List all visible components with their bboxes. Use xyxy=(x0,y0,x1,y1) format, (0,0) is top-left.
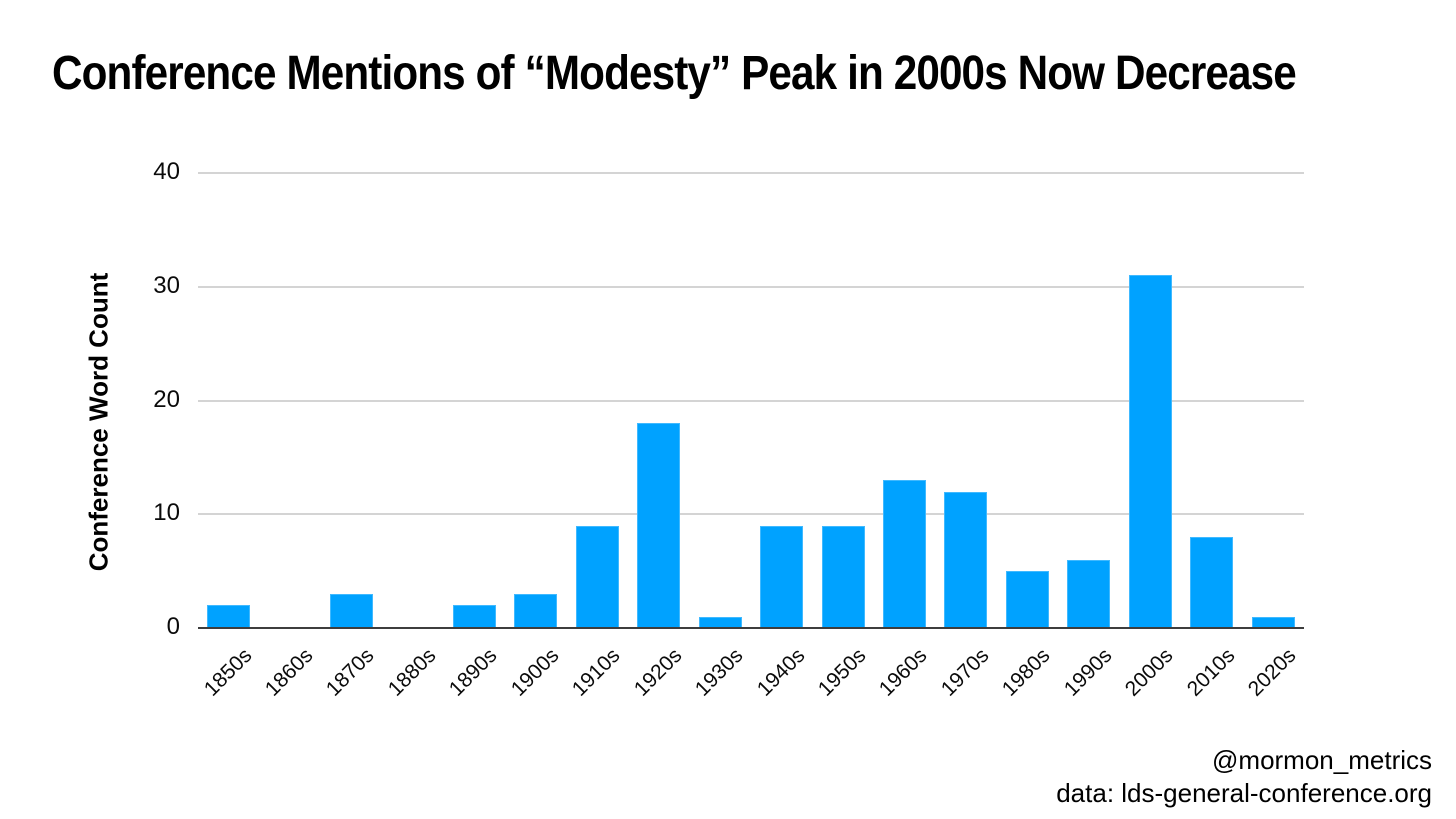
x-tick-label: 2010s xyxy=(1182,644,1240,701)
x-tick-label: 1940s xyxy=(752,644,809,701)
x-tick-label: 1930s xyxy=(690,644,748,701)
x-tick-label: 2000s xyxy=(1120,644,1178,701)
x-tick-label: 2020s xyxy=(1243,644,1301,701)
gridline xyxy=(198,172,1304,174)
bar-slot xyxy=(1242,173,1303,628)
bar-2020s xyxy=(1251,616,1295,628)
credit-source: data: lds-general-conference.org xyxy=(1056,778,1432,808)
x-tick-label: 1980s xyxy=(998,644,1055,701)
y-tick-label: 20 xyxy=(153,385,180,413)
bar-slot xyxy=(935,173,996,628)
bar-1920s xyxy=(637,423,681,628)
bar-2010s xyxy=(1190,537,1234,628)
x-tick-label: 1960s xyxy=(875,644,932,701)
bar-slot xyxy=(690,173,751,628)
bar-slot xyxy=(1120,173,1181,628)
bar-slot xyxy=(1181,173,1242,628)
x-tick-label: 1990s xyxy=(1059,644,1117,701)
bar-1960s xyxy=(883,480,927,628)
bar-slot xyxy=(259,173,320,628)
bar-1940s xyxy=(760,525,804,628)
bar-slot xyxy=(1058,173,1119,628)
x-tick-label: 1860s xyxy=(260,644,318,701)
bar-1990s xyxy=(1067,559,1111,628)
bar-1850s xyxy=(207,605,251,628)
plot-area xyxy=(198,172,1304,629)
bar-slot xyxy=(751,173,812,628)
y-tick-label: 30 xyxy=(153,271,180,299)
x-tick-label: 1880s xyxy=(383,644,441,701)
bar-series xyxy=(198,173,1304,628)
y-tick-label: 40 xyxy=(153,157,180,185)
bar-1890s xyxy=(452,605,496,628)
x-tick-label: 1850s xyxy=(199,644,256,701)
x-tick-label: 1970s xyxy=(936,644,994,701)
bar-1900s xyxy=(514,593,558,628)
bar-slot xyxy=(198,173,259,628)
bar-1950s xyxy=(821,525,865,628)
bar-1970s xyxy=(944,491,988,628)
bar-slot xyxy=(382,173,443,628)
attribution: @mormon_metrics data: lds-general-confer… xyxy=(1056,744,1432,810)
bar-1910s xyxy=(575,525,619,628)
gridline xyxy=(198,285,1304,288)
x-axis-baseline xyxy=(198,627,1304,629)
x-tick-label: 1920s xyxy=(629,644,687,701)
bar-slot xyxy=(874,173,935,628)
gridline xyxy=(198,399,1304,402)
bar-2000s xyxy=(1128,275,1172,628)
bar-slot xyxy=(505,173,566,628)
gridline xyxy=(198,513,1304,516)
x-tick-label: 1900s xyxy=(506,644,564,701)
bar-slot xyxy=(444,173,505,628)
y-tick-label: 10 xyxy=(153,499,180,527)
bar-slot xyxy=(567,173,628,628)
x-tick-label: 1870s xyxy=(322,644,379,701)
chart-title: Conference Mentions of “Modesty” Peak in… xyxy=(52,47,1297,100)
y-tick-label: 0 xyxy=(166,612,180,640)
bar-1870s xyxy=(330,593,374,628)
x-tick-label: 1950s xyxy=(813,644,871,701)
bar-slot xyxy=(628,173,689,628)
credit-handle: @mormon_metrics xyxy=(1212,745,1432,775)
x-tick-label: 1890s xyxy=(445,644,502,701)
bar-slot xyxy=(812,173,873,628)
bar-slot xyxy=(321,173,382,628)
bar-1930s xyxy=(698,616,742,628)
x-tick-label: 1910s xyxy=(567,644,625,701)
bar-slot xyxy=(997,173,1058,628)
bar-1980s xyxy=(1005,571,1049,628)
